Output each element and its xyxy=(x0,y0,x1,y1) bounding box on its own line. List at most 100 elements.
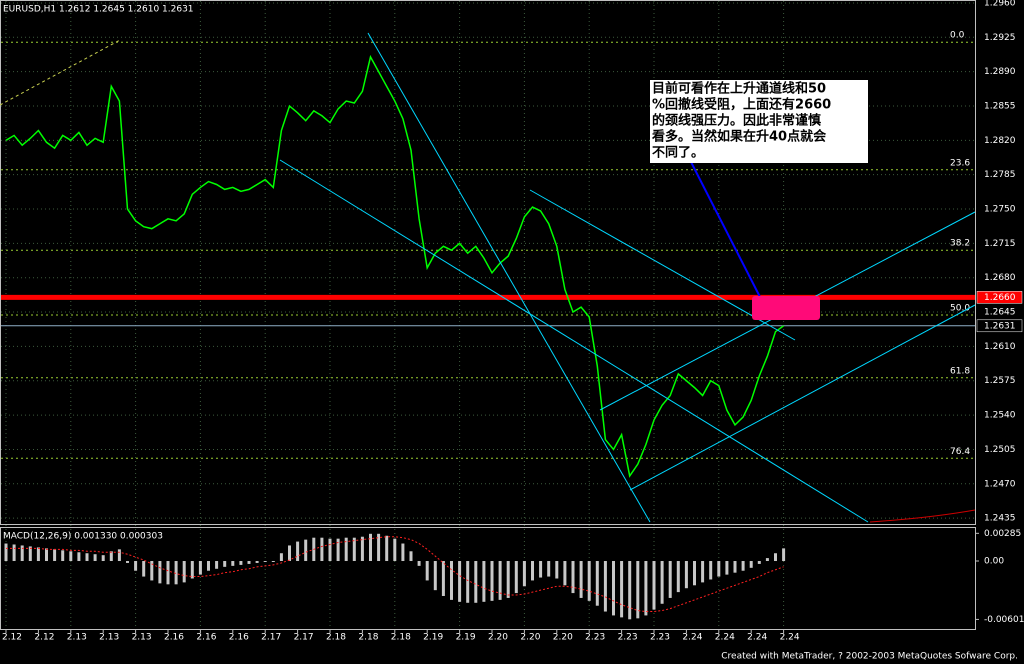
fib-label: 76.4 xyxy=(950,447,970,457)
macd-bar xyxy=(247,561,251,564)
macd-bar xyxy=(522,561,526,587)
x-tick-label: 2.12 xyxy=(34,633,54,643)
macd-bar xyxy=(320,537,324,562)
macd-bar xyxy=(401,543,405,562)
macd-bar xyxy=(126,561,129,563)
macd-bar xyxy=(93,554,97,562)
macd-bar xyxy=(774,553,777,562)
annotation-text: 目前可看作在上升通道线和50 xyxy=(652,81,826,97)
macd-bar xyxy=(636,561,640,619)
macd-bar xyxy=(417,561,421,566)
macd-bar xyxy=(336,538,340,562)
macd-bar xyxy=(45,548,48,562)
y-tick-label: 1.2715 xyxy=(984,239,1016,249)
y-tick-label: 1.2960 xyxy=(984,0,1016,8)
macd-bar xyxy=(498,561,502,600)
macd-bar xyxy=(539,561,543,578)
macd-bar xyxy=(433,561,437,591)
macd-bar xyxy=(547,561,551,577)
macd-bar xyxy=(28,546,32,562)
y-tick-label: 1.2855 xyxy=(984,101,1016,111)
macd-bar xyxy=(644,561,648,616)
macd-bar xyxy=(409,551,413,562)
price-tag-label: 1.2660 xyxy=(984,293,1016,303)
x-tick-label: 2.23 xyxy=(585,633,605,643)
macd-bar xyxy=(101,555,105,562)
y-tick-label: 0.00285 xyxy=(984,529,1021,539)
y-tick-label: 1.2505 xyxy=(984,445,1016,455)
macd-bar xyxy=(328,538,332,562)
macd-bar xyxy=(174,561,178,585)
macd-bar xyxy=(271,561,275,562)
x-tick-label: 2.18 xyxy=(358,633,378,643)
x-tick-label: 2.13 xyxy=(67,633,87,643)
macd-bar xyxy=(198,561,202,575)
price-panel xyxy=(0,0,976,525)
macd-bar xyxy=(36,547,40,562)
fib-label: 61.8 xyxy=(950,366,970,376)
macd-panel xyxy=(0,527,976,630)
footer: Created with MetaTrader, ? 2002-2003 Met… xyxy=(721,652,1018,662)
trend-lines xyxy=(279,32,976,523)
macd-bar xyxy=(239,561,243,565)
y-tick-label: 1.2750 xyxy=(984,205,1016,215)
annotation-box xyxy=(650,80,868,163)
x-tick-label: 2.16 xyxy=(164,633,184,643)
macd-bar xyxy=(385,535,389,562)
macd-bar xyxy=(20,545,24,562)
x-tick-label: 2.19 xyxy=(456,633,476,643)
macd-bar xyxy=(450,561,453,600)
fib-label: 38.2 xyxy=(950,239,970,249)
macd-bar xyxy=(514,561,518,594)
curve xyxy=(869,509,976,523)
x-tick-label: 2.16 xyxy=(229,633,249,643)
macd-bar xyxy=(61,550,65,562)
annotation-text: 的颈线强压力。因此非常谨慎 xyxy=(652,113,821,129)
x-tick-label: 2.24 xyxy=(780,633,800,643)
macd-bar xyxy=(263,561,267,562)
y-tick-label: 1.2785 xyxy=(984,170,1016,180)
macd-bar xyxy=(85,553,89,562)
macd-bar xyxy=(360,536,364,562)
arrow-line xyxy=(689,159,761,298)
macd-bar xyxy=(490,561,494,601)
macd-bar xyxy=(352,537,356,562)
macd-bar xyxy=(77,552,81,562)
macd-bar xyxy=(612,561,615,616)
x-tick-label: 2.20 xyxy=(520,633,540,643)
x-tick-label: 2.24 xyxy=(715,633,735,643)
macd-bar xyxy=(660,561,664,604)
macd-bar xyxy=(474,561,478,603)
price-tag xyxy=(976,319,1023,333)
y-tick-label: 1.2610 xyxy=(984,342,1016,352)
macd-bar xyxy=(506,561,510,598)
macd-bar xyxy=(166,561,170,585)
y-tick-label: 1.2575 xyxy=(984,376,1016,386)
macd-bar xyxy=(4,543,8,562)
macd-title: MACD(12,26,9) 0.001330 0.000303 xyxy=(3,532,163,542)
macd-bar xyxy=(595,561,599,606)
macd-bar xyxy=(344,537,348,562)
trend-line xyxy=(367,32,651,523)
macd-bar xyxy=(207,561,210,571)
x-tick-label: 2.18 xyxy=(326,633,346,643)
macd-bar xyxy=(571,561,575,594)
macd-bar xyxy=(757,561,761,564)
y-tick-label: 1.2540 xyxy=(984,411,1016,421)
macd-bar xyxy=(142,561,146,577)
macd-bar xyxy=(182,561,186,583)
x-tick-label: 2.19 xyxy=(423,633,443,643)
macd-bar xyxy=(288,545,291,562)
x-tick-label: 2.20 xyxy=(488,633,508,643)
y-tick-label: 1.2470 xyxy=(984,479,1016,489)
y-tick-label: 1.2435 xyxy=(984,514,1016,524)
macd-bar xyxy=(190,561,194,579)
macd-bar xyxy=(765,558,769,562)
macd-bar xyxy=(749,561,753,568)
macd-bar xyxy=(579,561,583,598)
macd-bar xyxy=(741,561,745,571)
trend-line xyxy=(529,189,796,341)
annotation-text: 看多。当然如果在升40点就会 xyxy=(652,129,827,145)
macd-bar xyxy=(668,561,672,598)
macd-bar xyxy=(531,561,534,581)
